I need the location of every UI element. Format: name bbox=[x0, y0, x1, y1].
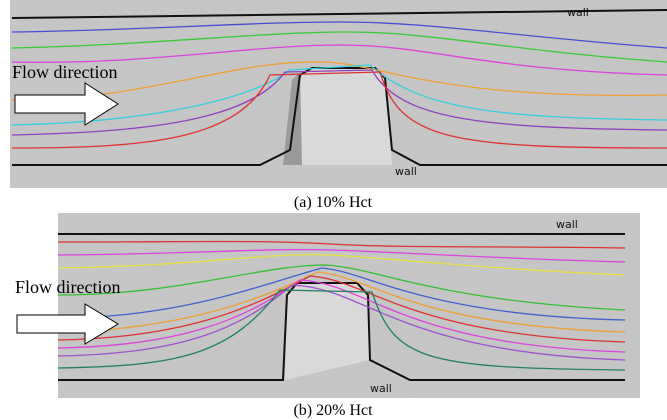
flow-label: Flow direction bbox=[15, 277, 121, 297]
wall-label: wall bbox=[567, 6, 589, 19]
caption: (a) 10% Hct bbox=[294, 194, 373, 211]
post bbox=[290, 68, 392, 165]
wall-label: wall bbox=[556, 218, 578, 231]
figure: Flow direction wall wall (a) 10% Hct Flo… bbox=[0, 0, 667, 420]
wall-label: wall bbox=[395, 165, 417, 178]
panel-a: Flow direction wall wall (a) 10% Hct bbox=[10, 0, 667, 211]
wall-label: wall bbox=[370, 382, 392, 395]
flow-label: Flow direction bbox=[12, 62, 118, 82]
panel-b: Flow direction wall wall (b) 20% Hct bbox=[15, 213, 640, 419]
caption: (b) 20% Hct bbox=[293, 402, 373, 419]
